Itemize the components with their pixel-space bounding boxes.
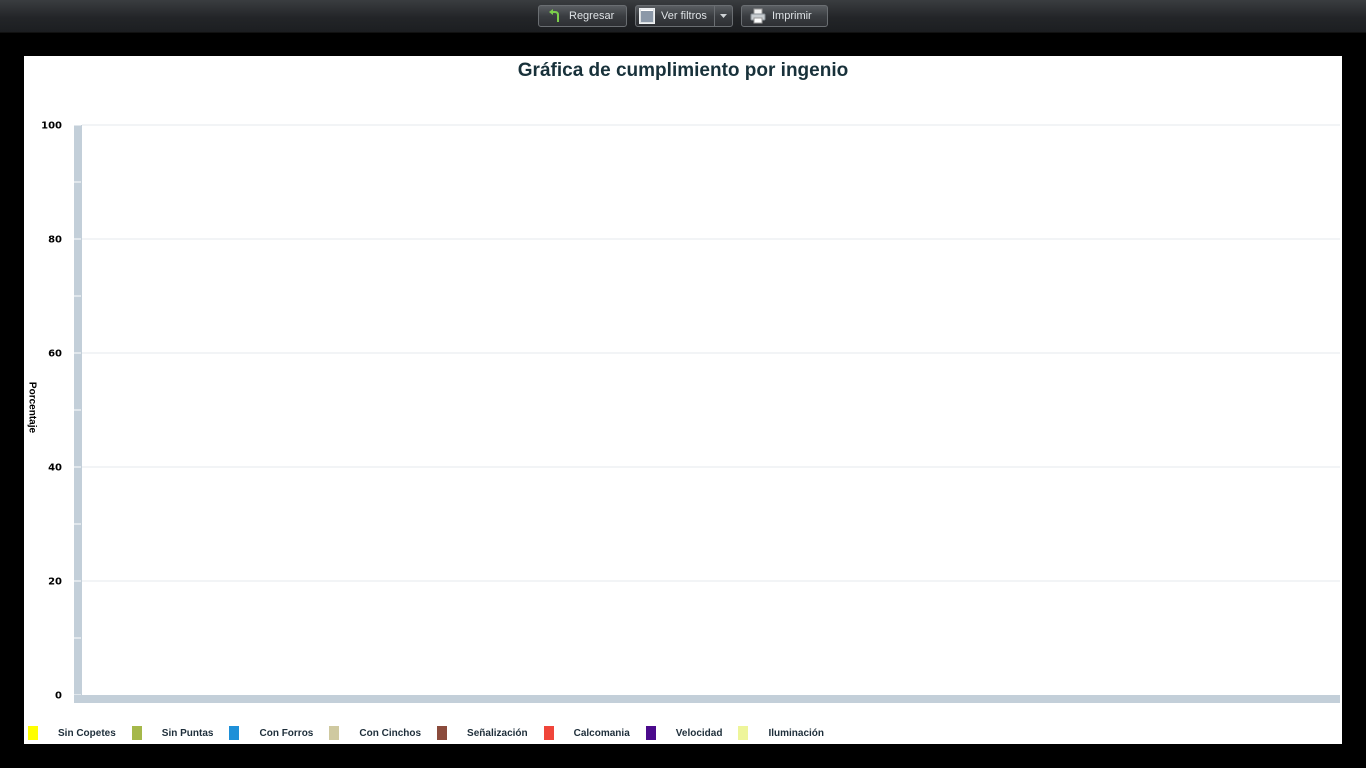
legend-swatch (28, 726, 38, 740)
legend-item[interactable]: Señalización (437, 726, 544, 740)
legend-swatch (543, 726, 554, 740)
legend-swatch (229, 726, 240, 740)
legend-swatch (738, 726, 749, 740)
legend-item[interactable]: Con Forros (229, 726, 329, 740)
y-tick-label: 60 (48, 349, 62, 360)
legend-item[interactable]: Sin Puntas (131, 726, 230, 740)
filter-window-icon (639, 8, 655, 24)
legend-item[interactable]: Iluminación (738, 726, 840, 740)
print-button[interactable]: Imprimir (741, 5, 828, 27)
legend-item[interactable]: Sin Copetes (28, 726, 132, 740)
chevron-down-icon (720, 13, 727, 18)
legend-item[interactable]: Velocidad (645, 726, 739, 740)
legend-label: Sin Puntas (161, 727, 214, 739)
top-toolbar: Regresar Ver filtros Imprimir (0, 0, 1366, 33)
legend-swatch (329, 726, 340, 740)
chart-legend: Sin Copetes Sin Puntas Con Forros Con Cinch… (28, 725, 840, 741)
legend-label: Iluminación (768, 727, 825, 739)
chart-panel: Gráfica de cumplimiento por ingenio Porc… (24, 56, 1342, 744)
print-button-label: Imprimir (772, 10, 812, 22)
filters-button[interactable]: Ver filtros (635, 5, 733, 27)
legend-swatch (437, 726, 448, 740)
legend-item[interactable]: Con Cinchos (329, 726, 437, 740)
y-tick-label: 100 (41, 121, 62, 132)
chart-title: Gráfica de cumplimiento por ingenio (517, 60, 849, 81)
y-tick-label: 20 (48, 577, 62, 588)
filters-button-label: Ver filtros (661, 10, 707, 22)
back-button[interactable]: Regresar (538, 5, 627, 27)
legend-swatch (131, 726, 142, 740)
legend-swatch (645, 726, 656, 740)
back-arrow-icon (547, 8, 563, 24)
x-axis (74, 695, 1340, 703)
legend-label: Con Forros (259, 727, 314, 739)
y-axis (74, 125, 82, 703)
y-tick-label: 40 (48, 463, 62, 474)
legend-label: Con Cinchos (359, 727, 422, 739)
legend-label: Señalización (467, 727, 528, 739)
legend-label: Calcomania (573, 727, 630, 739)
printer-icon (750, 8, 766, 24)
back-button-label: Regresar (569, 10, 615, 22)
legend-label: Velocidad (675, 727, 723, 739)
legend-label: Sin Copetes (58, 727, 116, 739)
y-tick-label: 0 (55, 691, 62, 702)
chart-plot: 0 20 40 60 80 100 (41, 121, 1340, 703)
filters-dropdown-toggle[interactable] (714, 6, 732, 26)
y-tick-label: 80 (48, 235, 62, 246)
legend-item[interactable]: Calcomania (543, 726, 646, 740)
